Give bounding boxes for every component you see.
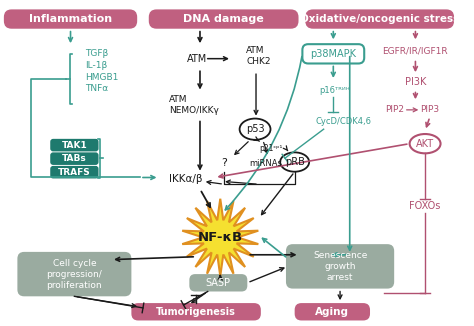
FancyBboxPatch shape: [4, 9, 137, 29]
FancyBboxPatch shape: [131, 303, 261, 320]
Text: p16ᵀᴿᴻᴴ: p16ᵀᴿᴻᴴ: [319, 86, 349, 95]
Text: TAK1: TAK1: [62, 141, 87, 150]
Text: Senescence
growth
arrest: Senescence growth arrest: [313, 251, 367, 282]
Text: ATM: ATM: [186, 54, 207, 64]
FancyBboxPatch shape: [50, 152, 99, 165]
FancyBboxPatch shape: [295, 303, 370, 320]
FancyBboxPatch shape: [149, 9, 299, 29]
Text: TGFβ
IL-1β
HMGB1
TNFα: TGFβ IL-1β HMGB1 TNFα: [85, 49, 118, 94]
FancyBboxPatch shape: [302, 44, 364, 64]
Text: EGFR/IR/IGF1R: EGFR/IR/IGF1R: [383, 46, 448, 55]
Text: ?: ?: [221, 158, 227, 168]
FancyBboxPatch shape: [50, 139, 99, 151]
Text: p53: p53: [246, 124, 264, 134]
Polygon shape: [182, 199, 258, 276]
Text: TABs: TABs: [62, 154, 87, 163]
Text: Aging: Aging: [315, 307, 349, 317]
Text: TRAFS: TRAFS: [58, 168, 91, 177]
Text: CycD/CDK4,6: CycD/CDK4,6: [316, 117, 372, 126]
Text: Inflammation: Inflammation: [29, 14, 112, 24]
Ellipse shape: [410, 134, 440, 153]
FancyBboxPatch shape: [286, 244, 394, 289]
Ellipse shape: [280, 152, 309, 172]
Text: p21ᶜᵖ¹: p21ᶜᵖ¹: [259, 144, 283, 153]
Text: pRB: pRB: [285, 157, 305, 167]
Text: ATM
CHK2: ATM CHK2: [246, 46, 271, 66]
FancyBboxPatch shape: [305, 9, 454, 29]
Text: FOXOs: FOXOs: [410, 201, 441, 212]
Ellipse shape: [239, 119, 271, 140]
Text: Cell cycle
progression/
proliferation: Cell cycle progression/ proliferation: [46, 259, 102, 290]
Text: PIP3: PIP3: [420, 105, 439, 114]
Text: DNA damage: DNA damage: [183, 14, 264, 24]
FancyBboxPatch shape: [18, 252, 131, 296]
Text: PI3K: PI3K: [405, 77, 426, 87]
Text: SASP: SASP: [206, 278, 231, 288]
Text: ATM
NEMO/IKKγ: ATM NEMO/IKKγ: [169, 95, 219, 115]
Text: AKT: AKT: [416, 139, 434, 149]
Text: Oxidative/oncogenic stress: Oxidative/oncogenic stress: [300, 14, 459, 24]
Text: Tumorigenesis: Tumorigenesis: [156, 307, 236, 317]
FancyBboxPatch shape: [50, 166, 99, 178]
Text: PIP2: PIP2: [385, 105, 404, 114]
Text: IKKα/β: IKKα/β: [169, 174, 202, 185]
FancyBboxPatch shape: [189, 274, 247, 291]
Text: p38MAPK: p38MAPK: [310, 49, 356, 59]
Text: miRNAs: miRNAs: [249, 158, 282, 168]
Text: NF-κB: NF-κB: [198, 231, 243, 244]
